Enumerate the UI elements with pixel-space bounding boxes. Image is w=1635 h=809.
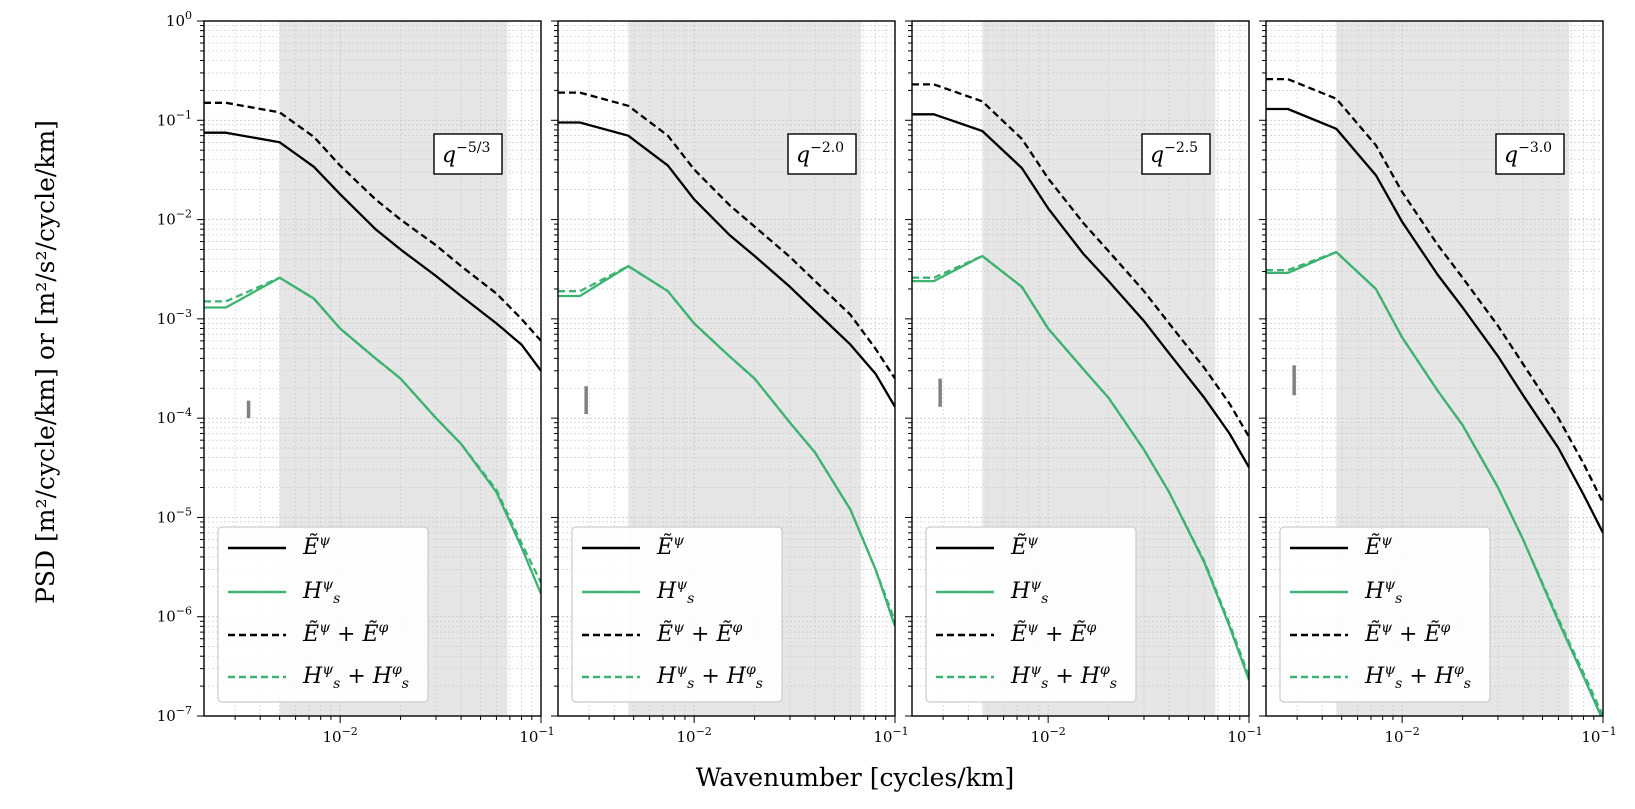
x-tick-label: 10−1 [519, 725, 554, 746]
legend-label: Ẽψ [302, 532, 331, 560]
y-tick-label: 10−1 [157, 108, 192, 129]
panels-group: 10−2 10−1 100 10−1 10−2 10−3 10−4 10−5 10−6 10−7 q… [157, 9, 1617, 746]
x-tick-label: 10−1 [873, 725, 908, 746]
legend-label: Hψs [656, 577, 694, 607]
axes-frame [911, 20, 1250, 717]
axes-frame [557, 20, 896, 717]
series-line-1 [558, 121, 895, 408]
y-tick-label: 10−5 [157, 505, 192, 526]
legend-box [1279, 526, 1491, 703]
legend-label: Hψs [302, 577, 340, 607]
legend-box [571, 526, 783, 703]
legend-label: Ẽψ [656, 532, 685, 560]
legend-label: Hψs [1010, 577, 1048, 607]
legend-label: Hψs + Hφs [1010, 662, 1117, 692]
legend: Ẽψ Hψs Ẽψ + Ẽφ Hψs + Hφs [217, 526, 429, 703]
series-group [1266, 77, 1603, 716]
x-tick-label: 10−1 [1581, 725, 1616, 746]
legend: Ẽψ Hψs Ẽψ + Ẽφ Hψs + Hφs [925, 526, 1137, 703]
x-axis-label: Wavenumber [cycles/km] [696, 763, 1014, 792]
annotation-box [433, 133, 503, 175]
series-line-4 [204, 276, 541, 584]
series-group [912, 83, 1249, 681]
legend-label: Ẽψ [1010, 532, 1039, 560]
series-group [558, 91, 895, 627]
annotation-text: q−2.5 [1150, 140, 1198, 168]
legend-label: Ẽψ + Ẽφ [656, 619, 743, 647]
chart-panel-2: 10−2 10−1 q−2.0 Ẽψ Hψs Ẽψ + Ẽφ Hψs + Hφs [551, 20, 909, 746]
legend-label: Hψs [1364, 577, 1402, 607]
legend: Ẽψ Hψs Ẽψ + Ẽφ Hψs + Hφs [571, 526, 783, 703]
series-line-3 [558, 91, 895, 380]
legend-label: Ẽψ [1364, 532, 1393, 560]
chart-panel-1: 10−2 10−1 100 10−1 10−2 10−3 10−4 10−5 10−6 10−7 q… [157, 9, 555, 746]
annotation-text: q−2.0 [796, 140, 844, 168]
series-line-4 [1266, 250, 1603, 716]
axes-frame [1265, 20, 1604, 717]
legend-label: Ẽψ + Ẽφ [1364, 619, 1451, 647]
x-tick-label: 10−2 [1030, 725, 1065, 746]
legend-label: Ẽψ + Ẽφ [302, 619, 389, 647]
axes-frame [203, 20, 542, 717]
legend: Ẽψ Hψs Ẽψ + Ẽφ Hψs + Hφs [1279, 526, 1491, 703]
x-tick-label: 10−2 [676, 725, 711, 746]
chart-panel-3: 10−2 10−1 q−2.5 Ẽψ Hψs Ẽψ + Ẽφ Hψs + Hφs [905, 20, 1263, 746]
legend-box [217, 526, 429, 703]
series-line-3 [204, 101, 541, 342]
x-tick-label: 10−1 [1227, 725, 1262, 746]
y-tick-label: 10−7 [157, 704, 192, 725]
legend-box [925, 526, 1137, 703]
annotation-box [1495, 133, 1565, 175]
y-axis-label: PSD [m²/cycle/km] or [m²/s²/cycle/km] [31, 120, 60, 604]
series-line-1 [1266, 107, 1603, 534]
series-line-1 [204, 131, 541, 372]
chart-panel-4: 10−2 10−1 q−3.0 Ẽψ Hψs Ẽψ + Ẽφ Hψs + Hφs [1259, 20, 1617, 746]
annotation-text: q−5/3 [442, 140, 490, 168]
annotation-text: q−3.0 [1504, 140, 1552, 168]
series-line-4 [558, 264, 895, 622]
y-tick-label: 10−2 [157, 208, 192, 229]
legend-label: Hψs + Hφs [1364, 662, 1471, 692]
y-tick-label: 10−4 [157, 406, 192, 427]
legend-label: Hψs + Hφs [656, 662, 763, 692]
x-tick-label: 10−2 [322, 725, 357, 746]
y-tick-label: 10−6 [157, 605, 192, 626]
grid-lines [1266, 21, 1603, 716]
series-line-4 [912, 254, 1249, 677]
legend-label: Hψs + Hφs [302, 662, 409, 692]
legend-label: Ẽψ + Ẽφ [1010, 619, 1097, 647]
series-group [204, 101, 541, 595]
annotation-box [787, 133, 857, 175]
y-tick-label: 100 [166, 9, 192, 30]
annotation-box [1141, 133, 1211, 175]
series-line-1 [912, 113, 1249, 468]
x-tick-label: 10−2 [1384, 725, 1419, 746]
y-tick-label: 10−3 [157, 307, 192, 328]
